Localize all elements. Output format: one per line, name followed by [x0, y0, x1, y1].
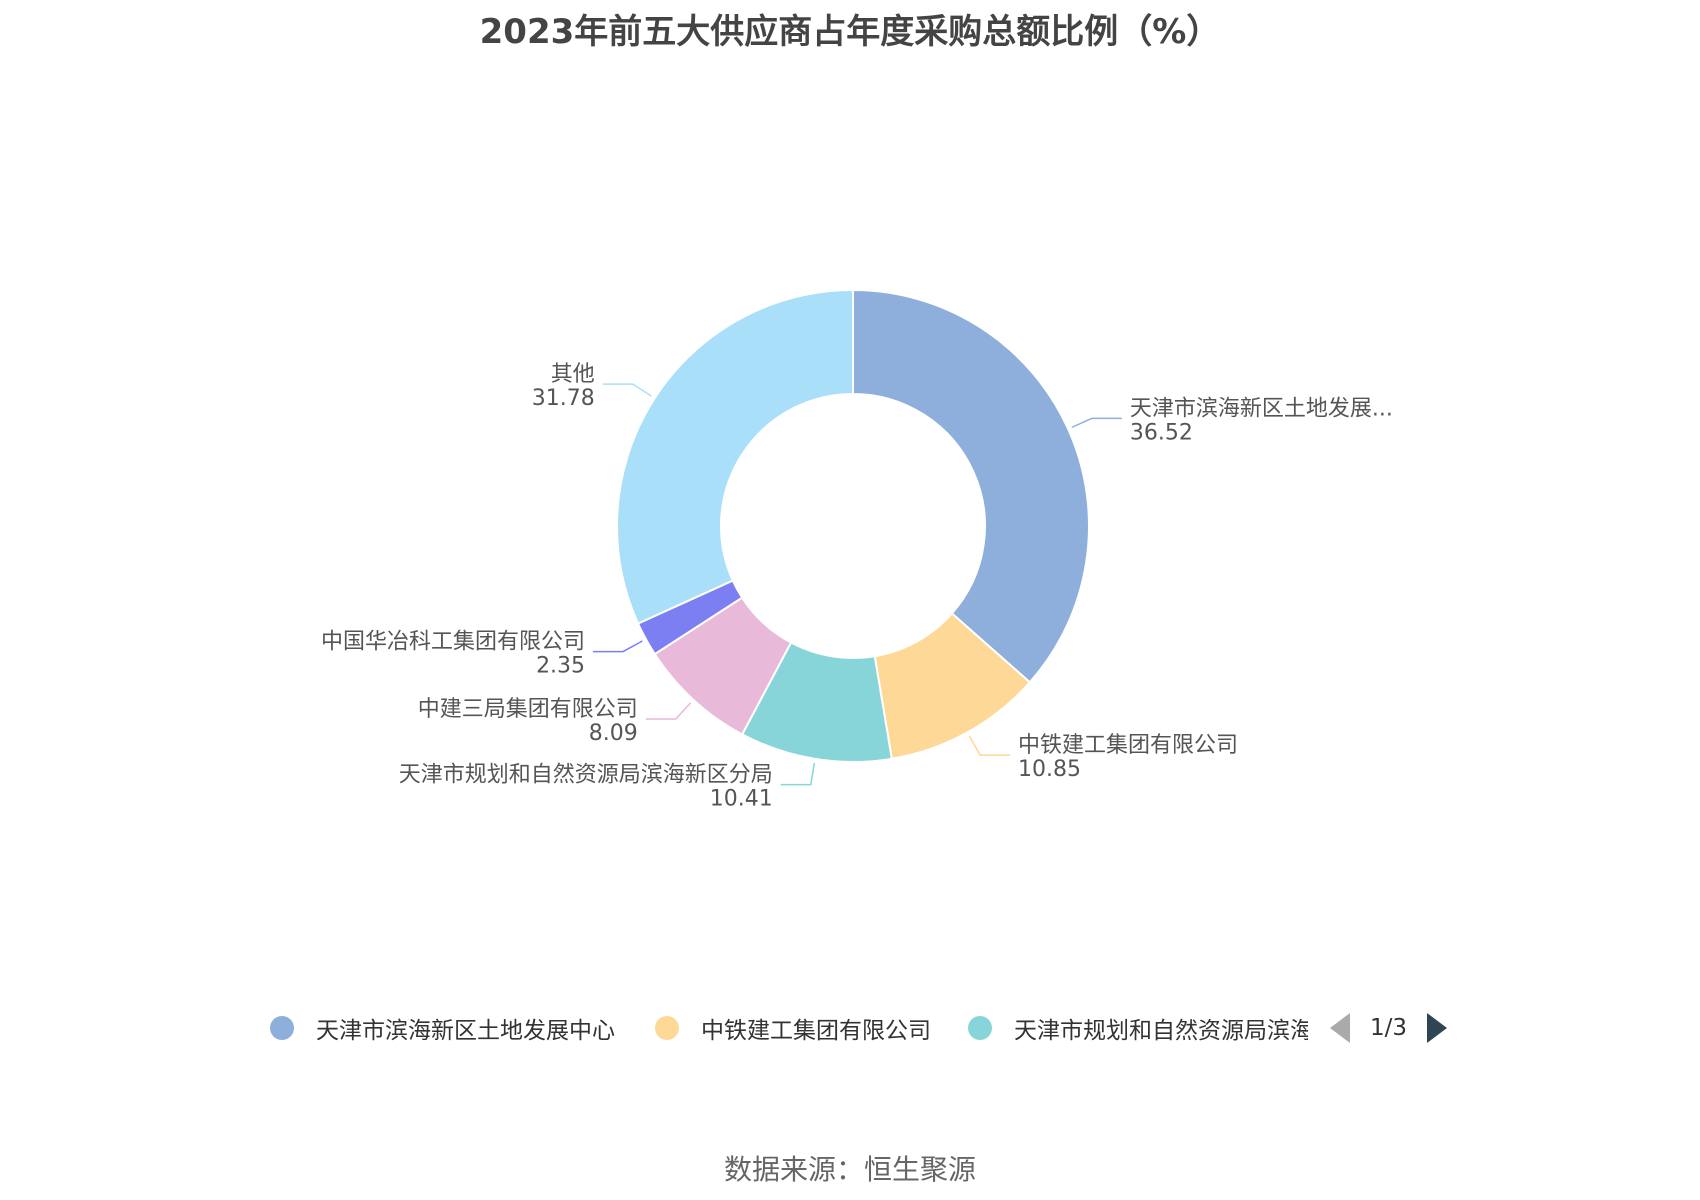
legend-item-1[interactable]: 天津市滨海新区土地发展中心: [270, 1004, 640, 1052]
slice-label-4: 中建三局集团有限公司: [418, 697, 638, 722]
legend-prev-icon[interactable]: [1330, 1013, 1350, 1043]
leader-line-6: [602, 383, 652, 397]
data-source: 数据来源：恒生聚源: [723, 1153, 976, 1186]
slice-label-1: 天津市滨海新区土地发展...: [1130, 396, 1393, 421]
legend-dot-1: [270, 1016, 294, 1040]
legend-item-2[interactable]: 中铁建工集团有限公司: [655, 1004, 955, 1052]
slice-value-3: 10.41: [710, 787, 773, 812]
leader-line-5: [593, 640, 643, 653]
slice-value-5: 2.35: [536, 654, 585, 679]
chart-title: 2023年前五大供应商占年度采购总额比例（%）: [479, 12, 1221, 52]
slice-value-4: 8.09: [589, 721, 638, 746]
legend-dot-3: [968, 1016, 992, 1040]
slice-value-2: 10.85: [1018, 757, 1081, 782]
leader-line-1: [1071, 417, 1122, 429]
legend-page-indicator: 1/3: [1370, 1015, 1408, 1041]
legend-next-icon[interactable]: [1427, 1013, 1448, 1043]
slice-label-5: 中国华冶科工集团有限公司: [321, 630, 585, 655]
legend-label-2: 中铁建工集团有限公司: [701, 1018, 931, 1044]
donut-slice-1[interactable]: [852, 288, 1090, 684]
legend-label-3: 天津市规划和自然资源局滨海新区分局: [1014, 1018, 1308, 1044]
legend: 天津市滨海新区土地发展中心 中铁建工集团有限公司 天津市规划和自然资源局滨海新区…: [0, 1004, 1700, 1052]
slice-label-3: 天津市规划和自然资源局滨海新区分局: [399, 763, 773, 788]
leader-line-4: [645, 702, 692, 720]
leader-line-3: [780, 762, 816, 786]
legend-item-3[interactable]: 天津市规划和自然资源局滨海新区分局: [968, 1004, 1308, 1052]
leader-line-2: [968, 735, 1011, 756]
legend-label-1: 天津市滨海新区土地发展中心: [316, 1018, 615, 1044]
legend-dot-2: [655, 1016, 679, 1040]
slice-label-6: 其他: [551, 362, 595, 387]
donut-slice-6[interactable]: [616, 288, 854, 625]
slice-label-2: 中铁建工集团有限公司: [1018, 733, 1238, 758]
slice-value-1: 36.52: [1130, 420, 1193, 445]
legend-pager: 1/3: [1330, 1004, 1448, 1052]
slice-value-6: 31.78: [532, 386, 595, 411]
